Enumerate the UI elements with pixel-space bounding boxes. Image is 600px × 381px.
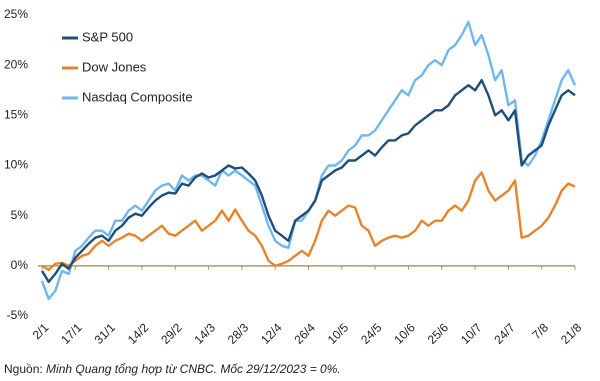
y-tick-label: 20%: [4, 57, 28, 71]
x-tick-label: 31/1: [92, 320, 119, 347]
series-line: [41, 171, 576, 271]
x-tick-label: 14/2: [125, 320, 152, 347]
source: Nguồn: Minh Quang tổng hợp từ CNBC. Mốc …: [4, 362, 341, 376]
source-text: Minh Quang tổng hợp từ CNBC. Mốc 29/12/2…: [46, 362, 341, 376]
x-tick-label: 28/3: [225, 320, 252, 347]
legend-label: Nasdaq Composite: [82, 89, 193, 104]
legend-label: Dow Jones: [82, 59, 147, 74]
x-tick-label: 29/2: [158, 320, 185, 347]
x-tick-label: 12/4: [258, 320, 285, 347]
x-tick-label: 10/5: [325, 320, 352, 347]
source-label: Nguồn:: [4, 362, 43, 376]
x-tick-label: 2/1: [30, 320, 52, 342]
series-line: [40, 79, 576, 284]
y-tick-label: 25%: [4, 7, 28, 21]
x-tick-label: 24/7: [491, 320, 518, 347]
x-tick-label: 26/4: [291, 320, 318, 347]
y-tick-label: 15%: [4, 108, 28, 122]
y-tick-label: 0%: [11, 258, 29, 272]
x-tick-label: 14/3: [192, 320, 219, 347]
x-tick-label: 17/1: [58, 320, 85, 347]
y-tick-label: 5%: [11, 208, 29, 222]
y-tick-label: 10%: [4, 158, 28, 172]
x-tick-label: 7/8: [529, 320, 551, 342]
y-tick-label: -5%: [7, 308, 29, 322]
x-tick-label: 25/6: [425, 320, 452, 347]
x-tick-label: 21/8: [558, 320, 585, 347]
x-tick-label: 10/7: [458, 320, 485, 347]
legend-label: S&P 500: [82, 29, 133, 44]
x-tick-label: 10/6: [391, 320, 418, 347]
x-tick-label: 24/5: [358, 320, 385, 347]
